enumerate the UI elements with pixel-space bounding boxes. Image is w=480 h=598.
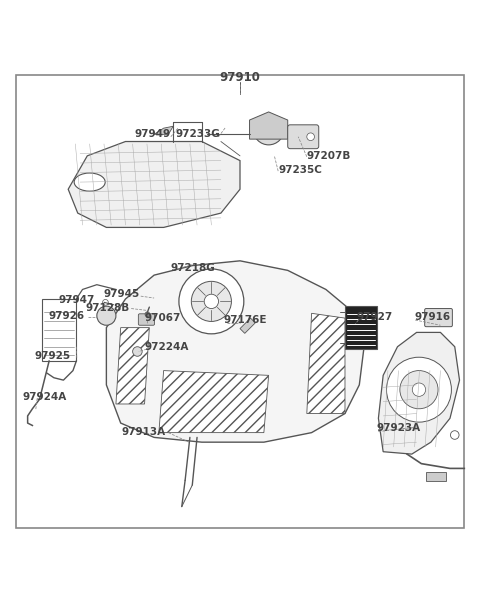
Polygon shape — [378, 332, 459, 454]
FancyBboxPatch shape — [288, 125, 319, 149]
Polygon shape — [116, 328, 149, 404]
FancyBboxPatch shape — [16, 75, 464, 528]
Text: 97913A: 97913A — [122, 426, 166, 437]
Text: 97916: 97916 — [414, 312, 450, 322]
Text: 97176E: 97176E — [223, 316, 267, 325]
Text: 97235C: 97235C — [278, 165, 322, 175]
Text: 97925: 97925 — [35, 351, 71, 361]
Circle shape — [450, 431, 459, 440]
Circle shape — [412, 383, 426, 396]
Text: 97924A: 97924A — [23, 392, 67, 402]
Text: 97949: 97949 — [135, 129, 171, 139]
Text: 97927: 97927 — [357, 312, 393, 322]
Polygon shape — [250, 112, 288, 139]
Text: 97218G: 97218G — [171, 263, 216, 273]
Text: 97945: 97945 — [104, 289, 140, 299]
Text: 97910: 97910 — [219, 71, 261, 84]
Circle shape — [97, 306, 116, 325]
FancyBboxPatch shape — [425, 309, 452, 327]
FancyBboxPatch shape — [42, 299, 76, 361]
Polygon shape — [240, 318, 255, 333]
Text: 97947: 97947 — [58, 295, 95, 305]
Circle shape — [145, 312, 150, 317]
Circle shape — [307, 133, 314, 141]
Circle shape — [132, 347, 142, 356]
Text: 97926: 97926 — [49, 311, 85, 321]
Text: 97923A: 97923A — [376, 423, 420, 433]
Text: 97067: 97067 — [144, 313, 181, 323]
Circle shape — [103, 300, 108, 305]
Polygon shape — [159, 371, 269, 432]
Circle shape — [192, 281, 231, 322]
Text: 97224A: 97224A — [144, 341, 189, 352]
Circle shape — [179, 269, 244, 334]
Circle shape — [253, 114, 284, 145]
Circle shape — [204, 294, 218, 309]
Polygon shape — [107, 261, 364, 442]
FancyBboxPatch shape — [345, 306, 377, 349]
Polygon shape — [307, 313, 345, 414]
Circle shape — [264, 125, 274, 135]
Polygon shape — [68, 142, 240, 227]
FancyBboxPatch shape — [426, 472, 446, 481]
Text: 97128B: 97128B — [86, 303, 130, 313]
FancyBboxPatch shape — [138, 314, 155, 325]
Circle shape — [386, 357, 451, 422]
Text: 97207B: 97207B — [307, 151, 351, 161]
Polygon shape — [154, 126, 173, 135]
Text: 97233G: 97233G — [176, 129, 220, 139]
Ellipse shape — [74, 173, 105, 191]
Circle shape — [400, 371, 438, 409]
